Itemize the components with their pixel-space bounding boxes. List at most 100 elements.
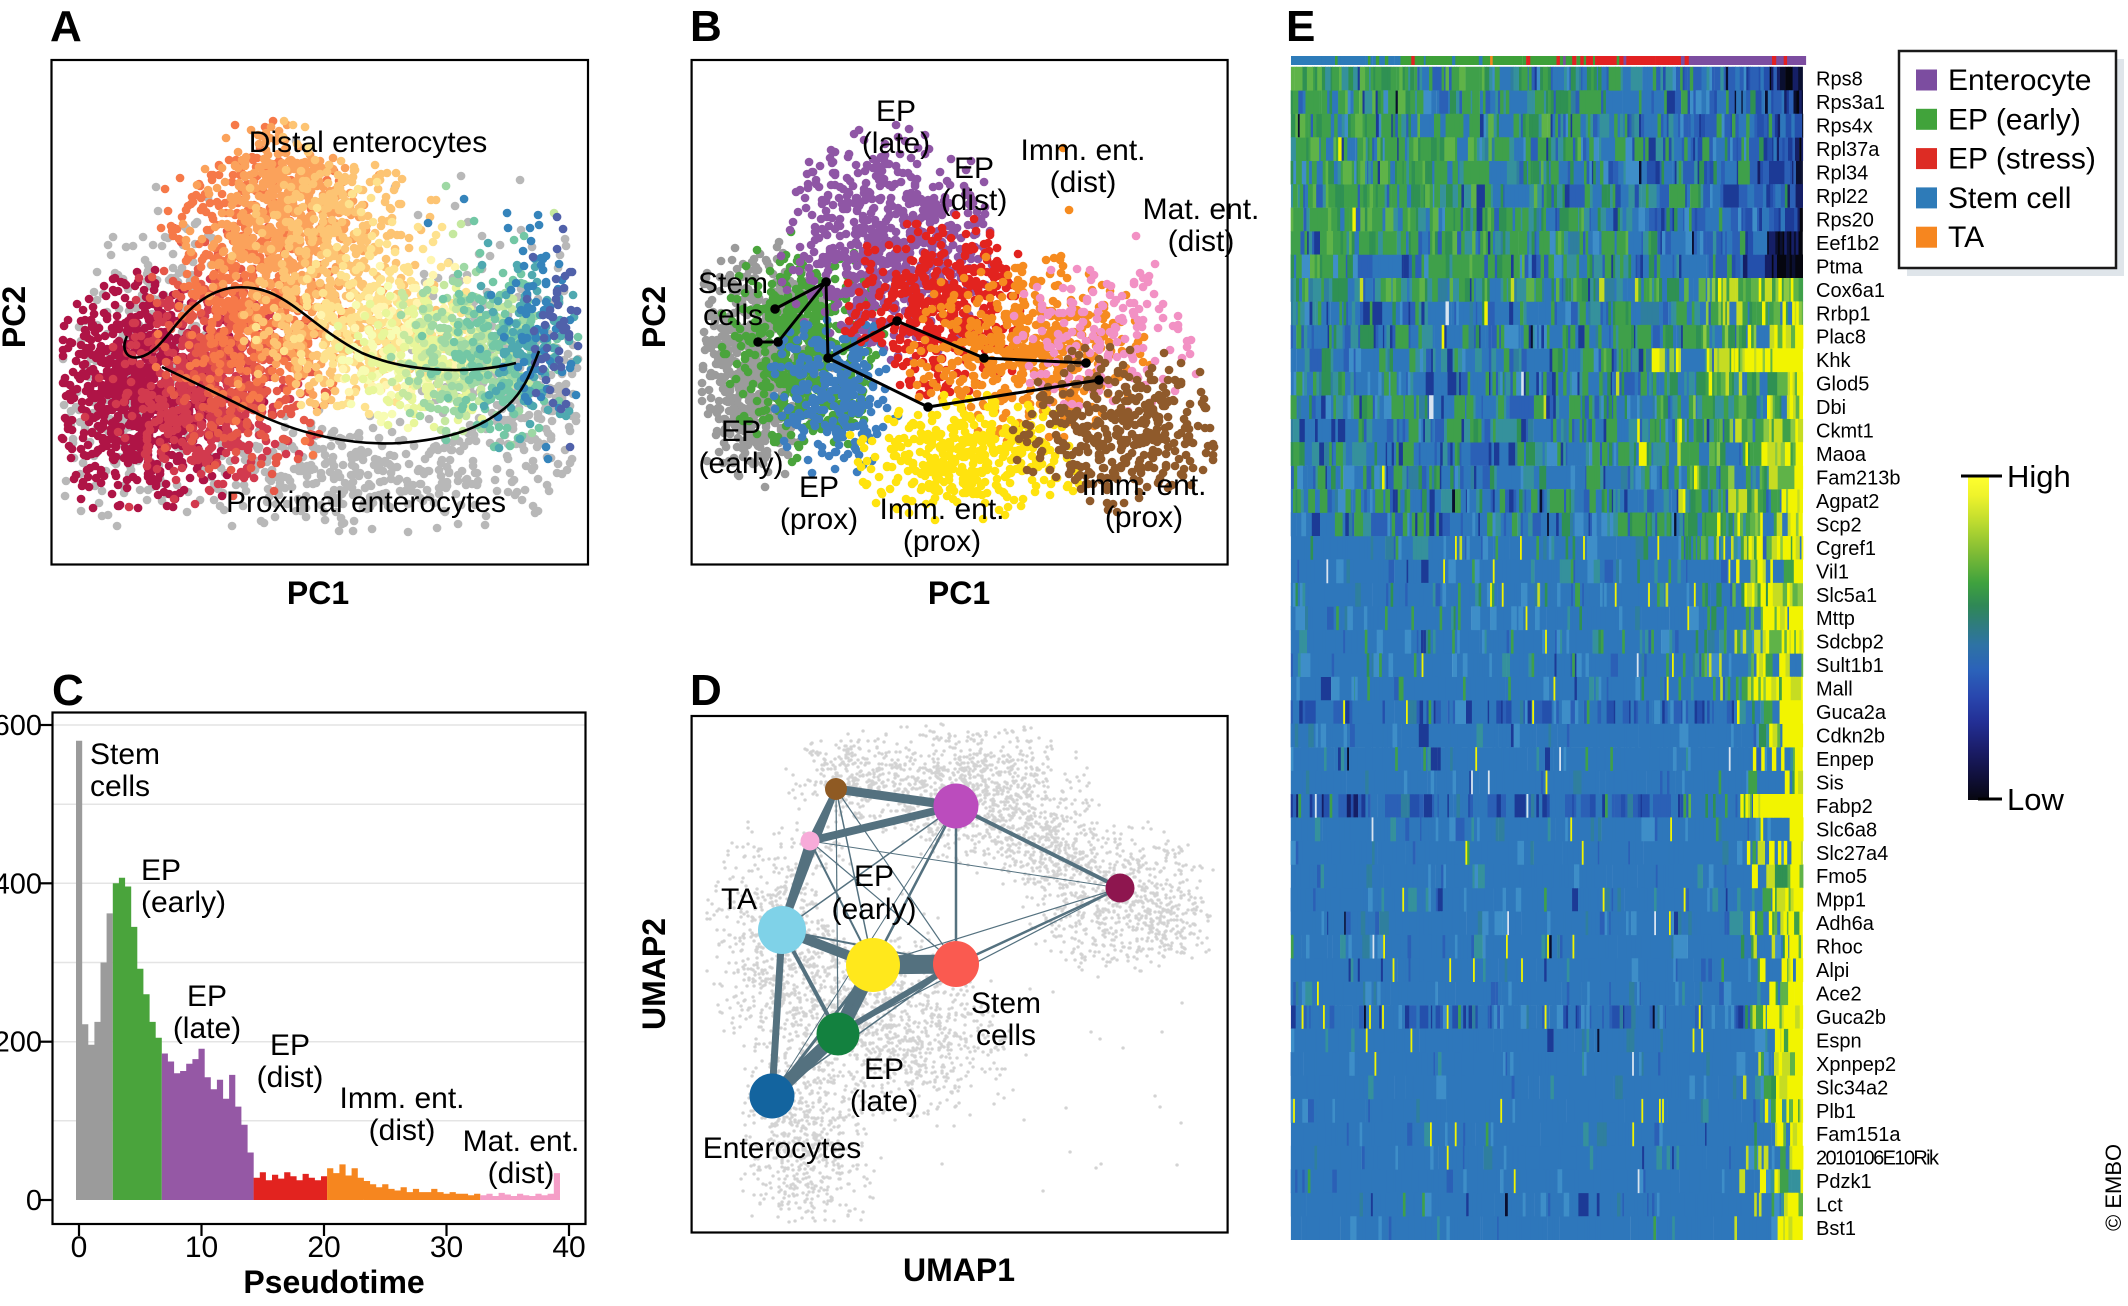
svg-text:Ptma: Ptma	[1816, 256, 1864, 278]
svg-text:Sis: Sis	[1816, 772, 1844, 794]
svg-text:PC1: PC1	[287, 575, 349, 611]
svg-text:(late): (late)	[850, 1085, 918, 1118]
svg-text:C: C	[52, 666, 84, 715]
svg-text:EP (stress): EP (stress)	[1948, 143, 2096, 176]
svg-text:(prox): (prox)	[903, 525, 981, 558]
svg-text:EP: EP	[876, 95, 916, 128]
svg-text:(dist): (dist)	[369, 1114, 436, 1147]
svg-text:600: 600	[0, 710, 42, 742]
svg-text:cells: cells	[976, 1019, 1036, 1052]
svg-text:(dist): (dist)	[941, 184, 1008, 217]
svg-text:Slc6a8: Slc6a8	[1816, 819, 1877, 841]
svg-text:Mpp1: Mpp1	[1816, 890, 1866, 912]
svg-text:(dist): (dist)	[257, 1061, 324, 1094]
svg-text:(late): (late)	[173, 1012, 241, 1045]
svg-text:Rrbp1: Rrbp1	[1816, 303, 1870, 325]
svg-text:Rpl34: Rpl34	[1816, 163, 1868, 185]
svg-text:EP (early): EP (early)	[1948, 103, 2081, 136]
svg-text:Pseudotime: Pseudotime	[243, 1264, 424, 1300]
svg-text:Espn: Espn	[1816, 1030, 1862, 1052]
svg-text:Pdzk1: Pdzk1	[1816, 1171, 1872, 1193]
svg-text:Alpi: Alpi	[1816, 960, 1849, 982]
svg-text:Ckmt1: Ckmt1	[1816, 421, 1874, 443]
svg-text:(prox): (prox)	[1105, 501, 1183, 534]
svg-text:Imm. ent.: Imm. ent.	[1020, 134, 1145, 167]
svg-text:Rhoc: Rhoc	[1816, 937, 1863, 959]
svg-text:Mat. ent.: Mat. ent.	[1143, 193, 1260, 226]
svg-text:Dbi: Dbi	[1816, 397, 1846, 419]
svg-text:Slc34a2: Slc34a2	[1816, 1077, 1888, 1099]
svg-text:Rps4x: Rps4x	[1816, 116, 1873, 138]
svg-text:EP: EP	[954, 152, 994, 185]
svg-text:Rps8: Rps8	[1816, 69, 1863, 91]
svg-text:Fmo5: Fmo5	[1816, 866, 1867, 888]
svg-text:High: High	[2007, 459, 2071, 494]
svg-text:(dist): (dist)	[1050, 166, 1117, 199]
svg-text:Mttp: Mttp	[1816, 608, 1855, 630]
svg-text:(early): (early)	[141, 886, 226, 919]
svg-text:A: A	[50, 2, 82, 51]
svg-text:Sult1b1: Sult1b1	[1816, 655, 1884, 677]
svg-text:Fam151a: Fam151a	[1816, 1124, 1901, 1146]
svg-text:EP: EP	[854, 860, 894, 893]
svg-text:Plac8: Plac8	[1816, 327, 1866, 349]
svg-text:Rps3a1: Rps3a1	[1816, 92, 1885, 114]
svg-text:(early): (early)	[698, 447, 783, 480]
svg-text:TA: TA	[1948, 221, 1984, 254]
svg-text:cells: cells	[90, 770, 150, 803]
svg-text:(early): (early)	[831, 893, 916, 926]
svg-text:Glod5: Glod5	[1816, 374, 1869, 396]
svg-text:Cdkn2b: Cdkn2b	[1816, 726, 1885, 748]
svg-text:Rpl37a: Rpl37a	[1816, 139, 1880, 161]
svg-text:EP: EP	[141, 854, 181, 887]
svg-text:PC2: PC2	[0, 286, 32, 348]
svg-text:(prox): (prox)	[780, 503, 858, 536]
svg-text:Guca2b: Guca2b	[1816, 1007, 1886, 1029]
svg-text:EP: EP	[799, 471, 839, 504]
svg-text:0: 0	[71, 1231, 88, 1264]
svg-text:(late): (late)	[862, 127, 930, 160]
svg-text:EP: EP	[864, 1053, 904, 1086]
svg-text:UMAP2: UMAP2	[636, 918, 672, 1030]
svg-text:Stem cell: Stem cell	[1948, 182, 2071, 215]
svg-text:Mall: Mall	[1816, 679, 1853, 701]
svg-text:Xpnpep2: Xpnpep2	[1816, 1054, 1896, 1076]
svg-text:Plb1: Plb1	[1816, 1101, 1856, 1123]
svg-text:Agpat2: Agpat2	[1816, 491, 1879, 513]
svg-text:Maoa: Maoa	[1816, 444, 1867, 466]
svg-text:20: 20	[307, 1231, 340, 1264]
svg-text:(dist): (dist)	[488, 1157, 555, 1190]
svg-text:200: 200	[0, 1027, 42, 1059]
svg-text:Rps20: Rps20	[1816, 210, 1874, 232]
svg-text:Cgref1: Cgref1	[1816, 538, 1876, 560]
svg-text:2010106E10Rik: 2010106E10Rik	[1816, 1148, 1940, 1170]
svg-text:EP: EP	[187, 980, 227, 1013]
svg-text:Slc5a1: Slc5a1	[1816, 585, 1877, 607]
svg-text:Ace2: Ace2	[1816, 984, 1862, 1006]
svg-text:EP: EP	[721, 415, 761, 448]
svg-text:TA: TA	[721, 883, 757, 916]
svg-text:Guca2a: Guca2a	[1816, 702, 1887, 724]
svg-text:0: 0	[26, 1185, 42, 1217]
svg-text:D: D	[690, 666, 722, 715]
svg-text:(dist): (dist)	[1168, 225, 1235, 258]
svg-text:Stem: Stem	[971, 987, 1041, 1020]
svg-text:Imm. ent.: Imm. ent.	[339, 1082, 464, 1115]
svg-text:Bst1: Bst1	[1816, 1218, 1856, 1240]
svg-text:10: 10	[185, 1231, 218, 1264]
svg-text:400: 400	[0, 868, 42, 900]
svg-text:UMAP1: UMAP1	[903, 1252, 1015, 1288]
svg-text:Adh6a: Adh6a	[1816, 913, 1875, 935]
svg-text:Rpl22: Rpl22	[1816, 186, 1868, 208]
svg-text:Imm. ent.: Imm. ent.	[1081, 469, 1206, 502]
svg-text:Khk: Khk	[1816, 350, 1851, 372]
svg-text:Mat. ent.: Mat. ent.	[463, 1125, 580, 1158]
svg-text:Distal enterocytes: Distal enterocytes	[249, 126, 487, 159]
svg-text:PC2: PC2	[636, 286, 672, 348]
svg-text:40: 40	[552, 1231, 585, 1264]
svg-text:Vil1: Vil1	[1816, 561, 1849, 583]
svg-text:Stem: Stem	[698, 267, 768, 300]
svg-text:Fam213b: Fam213b	[1816, 468, 1901, 490]
svg-text:EP: EP	[270, 1029, 310, 1062]
svg-text:Sdcbp2: Sdcbp2	[1816, 632, 1884, 654]
